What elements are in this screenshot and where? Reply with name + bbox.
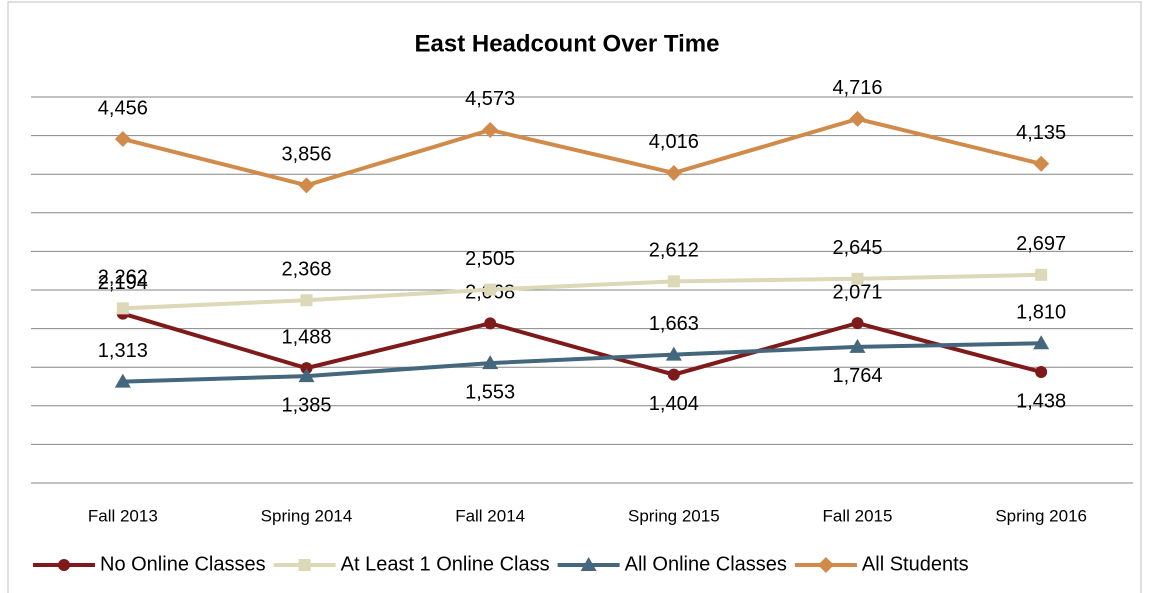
data-label: 4,716 xyxy=(832,77,882,99)
series-line xyxy=(122,341,1042,384)
data-label: 1,404 xyxy=(649,393,699,415)
series-line xyxy=(122,116,1042,188)
data-label: 1,810 xyxy=(1016,302,1066,324)
legend-label: No Online Classes xyxy=(100,553,266,575)
data-point xyxy=(298,177,315,194)
data-label: 2,645 xyxy=(832,237,882,259)
data-point xyxy=(484,283,497,296)
data-label: 2,368 xyxy=(281,258,331,280)
data-point xyxy=(114,130,131,147)
data-label: 4,573 xyxy=(465,88,515,110)
data-label: 2,194 xyxy=(98,272,148,294)
data-point xyxy=(1035,365,1048,378)
x-tick-label: Spring 2015 xyxy=(628,506,720,525)
legend-label: At Least 1 Online Class xyxy=(341,553,550,575)
data-point xyxy=(482,121,499,138)
chart-title: East Headcount Over Time xyxy=(415,30,720,57)
data-label: 4,016 xyxy=(649,131,699,153)
data-label: 1,313 xyxy=(98,340,148,362)
x-tick-label: Spring 2016 xyxy=(995,506,1087,525)
data-label: 2,612 xyxy=(649,240,699,262)
legend-marker xyxy=(298,559,311,571)
data-label: 1,385 xyxy=(281,394,331,416)
data-label: 2,505 xyxy=(465,248,515,270)
data-point xyxy=(482,355,499,370)
data-point xyxy=(667,368,680,381)
data-point xyxy=(849,110,866,127)
legend-marker xyxy=(58,559,70,571)
data-label: 4,456 xyxy=(98,97,148,119)
x-tick-label: Spring 2014 xyxy=(261,506,353,525)
data-point xyxy=(849,338,866,353)
data-label: 1,438 xyxy=(1016,390,1066,412)
data-point xyxy=(116,302,129,315)
data-point xyxy=(1033,155,1050,172)
x-tick-label: Fall 2013 xyxy=(88,506,158,525)
data-point xyxy=(851,317,864,330)
chart-border xyxy=(7,1,1142,593)
data-label: 1,488 xyxy=(281,326,331,348)
data-label: 2,697 xyxy=(1016,233,1066,255)
series-line xyxy=(122,272,1042,311)
data-label: 2,262 xyxy=(98,267,148,289)
data-point xyxy=(300,294,313,307)
data-label: 1,663 xyxy=(649,313,699,335)
x-tick-label: Fall 2014 xyxy=(455,506,525,525)
legend-label: All Students xyxy=(862,553,969,575)
data-point xyxy=(665,346,682,361)
legend-marker xyxy=(580,557,597,571)
data-point xyxy=(1033,335,1050,350)
data-label: 1,553 xyxy=(465,381,515,403)
data-label: 1,764 xyxy=(832,365,882,387)
series-line xyxy=(122,311,1042,377)
data-point xyxy=(484,317,497,330)
legend-label: All Online Classes xyxy=(625,553,787,575)
data-point xyxy=(1035,268,1048,281)
data-label: 2,071 xyxy=(832,281,882,303)
data-point xyxy=(114,373,131,388)
data-label: 3,856 xyxy=(281,144,331,166)
legend-marker xyxy=(817,557,834,573)
data-label: 4,135 xyxy=(1016,122,1066,144)
data-point xyxy=(665,164,682,181)
data-point xyxy=(851,272,864,285)
data-point xyxy=(667,275,680,288)
x-tick-label: Fall 2015 xyxy=(823,506,893,525)
data-point xyxy=(298,368,315,383)
